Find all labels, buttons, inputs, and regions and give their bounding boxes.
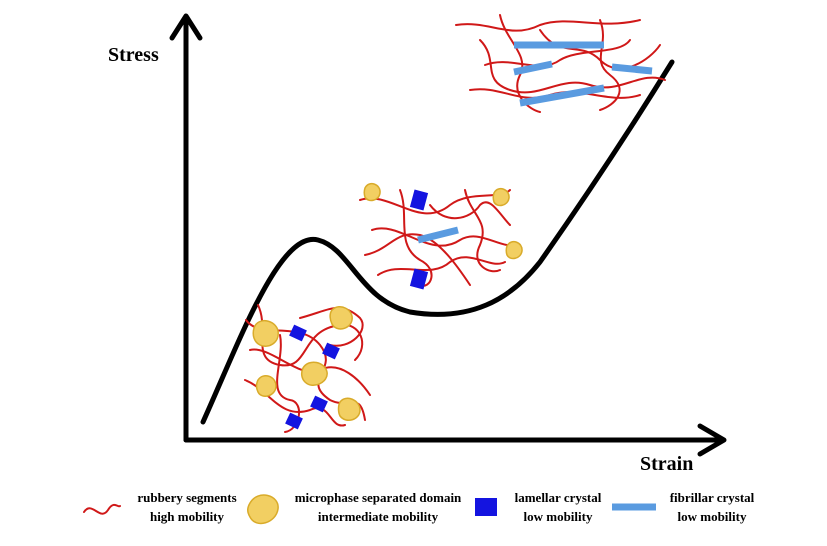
legend-mobility: intermediate mobility [318,509,439,524]
x-axis-label: Strain [640,453,693,475]
legend-lamellar-icon [475,498,497,516]
legend-label: fibrillar crystal [670,490,755,505]
legend-rubbery-icon [83,503,121,515]
cluster-necking [359,182,523,290]
axes [169,13,727,457]
legend-mobility: low mobility [678,509,747,524]
legend-label: microphase separated domain [295,490,462,505]
legend-domain-icon [247,494,279,525]
legend-mobility: low mobility [524,509,593,524]
curve [200,59,675,425]
cluster-rubbery [244,304,371,433]
cluster-hardening [455,14,666,113]
y-axis-label: Stress [108,44,159,66]
y-arrow [169,13,203,41]
legend: rubbery segments high mobility microphas… [83,490,755,525]
legend-label: lamellar crystal [515,490,602,505]
x-arrow [697,423,727,457]
legend-mobility: high mobility [150,509,225,524]
legend-label: rubbery segments [137,490,236,505]
